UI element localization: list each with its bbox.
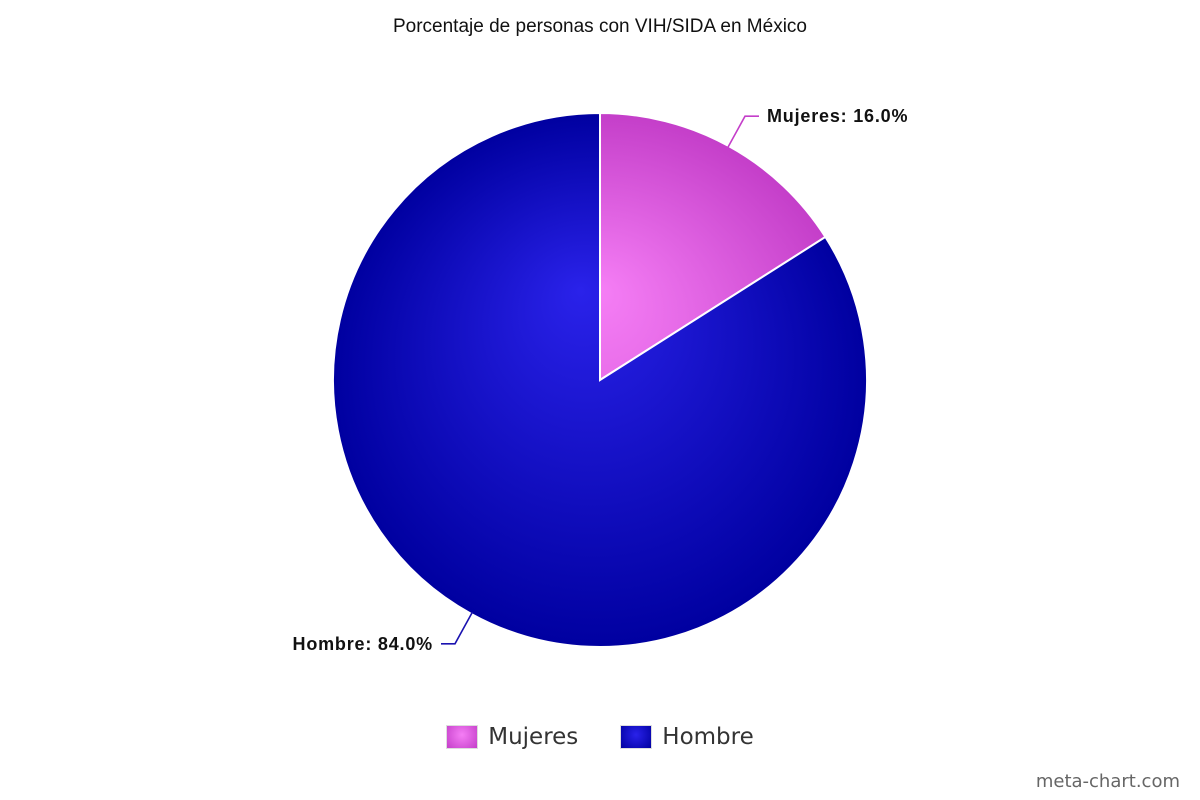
legend-label-mujeres: Mujeres: [488, 724, 579, 750]
legend-swatch-hombre: [620, 725, 653, 749]
legend: Mujeres Hombre: [0, 724, 1200, 750]
legend-item-hombre[interactable]: Hombre: [620, 724, 754, 750]
legend-swatch-mujeres: [446, 725, 479, 749]
data-label-mujeres: Mujeres: 16.0%: [767, 106, 908, 126]
legend-label-hombre: Hombre: [662, 724, 754, 750]
leader-line-hombre: [440, 611, 474, 645]
legend-item-mujeres[interactable]: Mujeres: [446, 724, 578, 750]
leader-line-mujeres: [726, 115, 760, 149]
watermark: meta-chart.com: [1035, 771, 1180, 792]
data-label-hombre: Hombre: 84.0%: [293, 634, 433, 654]
chart-title: Porcentaje de personas con VIH/SIDA en M…: [392, 16, 807, 37]
